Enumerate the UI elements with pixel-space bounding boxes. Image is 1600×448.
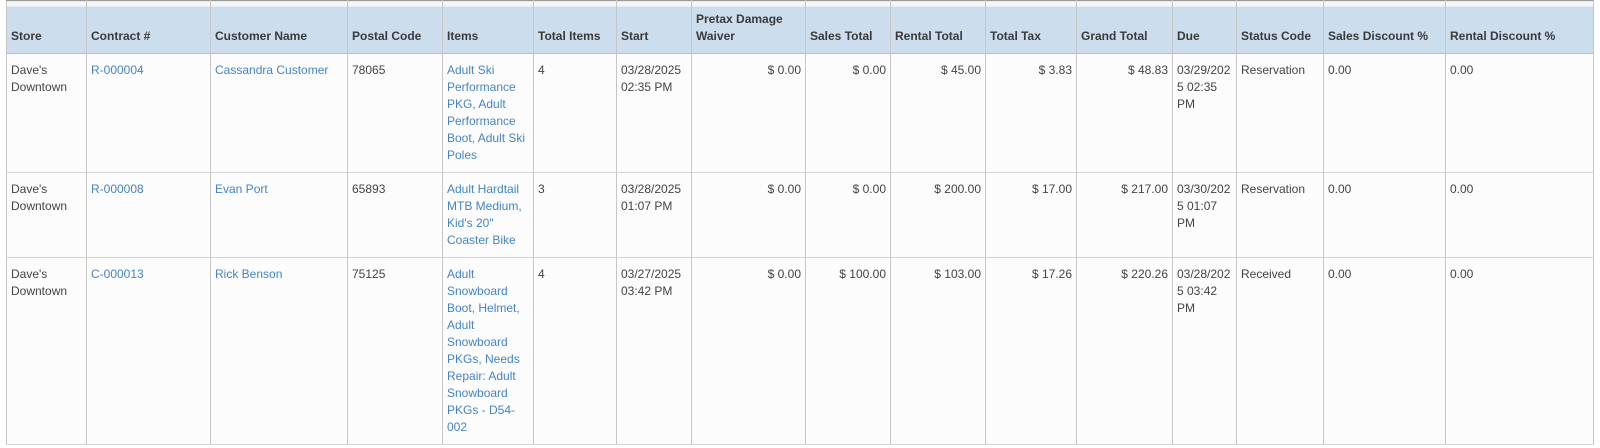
cell-rental-total: $ 45.00 [890,53,986,173]
customer-link[interactable]: Cassandra Customer [215,63,329,77]
contract-row: Dave's Downtown C-000013 Rick Benson 751… [6,257,1594,445]
cell-sales-discount: 0.00 [1323,257,1446,445]
cell-store: Dave's Downtown [6,257,87,445]
contract-link[interactable]: R-000008 [91,182,144,196]
col-header-grand-total[interactable]: Grand Total [1076,0,1173,54]
table-header: Store Contract # Customer Name Postal Co… [6,0,1594,54]
cell-due: 03/30/2025 01:07 PM [1172,172,1237,258]
cell-start: 03/27/2025 03:42 PM [616,257,692,445]
contract-link[interactable]: C-000013 [91,267,144,281]
contract-row: Dave's Downtown R-000008 Evan Port 65893… [6,172,1594,258]
cell-postal-code: 75125 [347,257,443,445]
customer-link[interactable]: Rick Benson [215,267,283,281]
header-row: Store Contract # Customer Name Postal Co… [6,0,1594,54]
col-header-total-tax[interactable]: Total Tax [985,0,1077,54]
cell-start: 03/28/2025 02:35 PM [616,53,692,173]
cell-pretax-damage-waiver: $ 0.00 [691,172,806,258]
cell-customer-name: Evan Port [210,172,348,258]
cell-items: Adult Ski Performance PKG, Adult Perform… [442,53,534,173]
cell-due: 03/29/2025 02:35 PM [1172,53,1237,173]
cell-start: 03/28/2025 01:07 PM [616,172,692,258]
contract-row: Dave's Downtown R-000004 Cassandra Custo… [6,53,1594,173]
cell-status-code: Reservation [1236,172,1324,258]
cell-due: 03/28/2025 03:42 PM [1172,257,1237,445]
cell-sales-discount: 0.00 [1323,172,1446,258]
cell-grand-total: $ 48.83 [1076,53,1173,173]
cell-sales-total: $ 0.00 [805,172,891,258]
col-header-contract[interactable]: Contract # [86,0,211,54]
cell-items: Adult Hardtail MTB Medium, Kid's 20" Coa… [442,172,534,258]
col-header-status-code[interactable]: Status Code [1236,0,1324,54]
col-header-store[interactable]: Store [6,0,87,54]
cell-rental-total: $ 200.00 [890,172,986,258]
col-header-postal-code[interactable]: Postal Code [347,0,443,54]
col-header-customer-name[interactable]: Customer Name [210,0,348,54]
col-header-rental-total[interactable]: Rental Total [890,0,986,54]
cell-total-items: 4 [533,257,617,445]
table-body: Dave's Downtown R-000004 Cassandra Custo… [6,53,1594,445]
cell-sales-total: $ 100.00 [805,257,891,445]
cell-store: Dave's Downtown [6,172,87,258]
contracts-table: Store Contract # Customer Name Postal Co… [6,0,1594,445]
cell-total-tax: $ 17.00 [985,172,1077,258]
col-header-pretax-damage-waiver[interactable]: Pretax Damage Waiver [691,0,806,54]
items-link[interactable]: Adult Snowboard Boot, Helmet, Adult Snow… [447,267,520,434]
cell-rental-discount: 0.00 [1445,172,1594,258]
col-header-total-items[interactable]: Total Items [533,0,617,54]
cell-total-tax: $ 17.26 [985,257,1077,445]
cell-postal-code: 78065 [347,53,443,173]
col-header-rental-discount[interactable]: Rental Discount % [1445,0,1594,54]
cell-rental-discount: 0.00 [1445,53,1594,173]
cell-contract: R-000004 [86,53,211,173]
cell-grand-total: $ 220.26 [1076,257,1173,445]
cell-total-items: 4 [533,53,617,173]
cell-rental-total: $ 103.00 [890,257,986,445]
cell-postal-code: 65893 [347,172,443,258]
cell-grand-total: $ 217.00 [1076,172,1173,258]
cell-status-code: Received [1236,257,1324,445]
items-link[interactable]: Adult Hardtail MTB Medium, Kid's 20" Coa… [447,182,522,247]
col-header-start[interactable]: Start [616,0,692,54]
cell-contract: C-000013 [86,257,211,445]
cell-status-code: Reservation [1236,53,1324,173]
col-header-sales-total[interactable]: Sales Total [805,0,891,54]
cell-total-tax: $ 3.83 [985,53,1077,173]
cell-customer-name: Cassandra Customer [210,53,348,173]
cell-pretax-damage-waiver: $ 0.00 [691,53,806,173]
cell-sales-discount: 0.00 [1323,53,1446,173]
contract-link[interactable]: R-000004 [91,63,144,77]
col-header-sales-discount[interactable]: Sales Discount % [1323,0,1446,54]
cell-customer-name: Rick Benson [210,257,348,445]
cell-sales-total: $ 0.00 [805,53,891,173]
col-header-items[interactable]: Items [442,0,534,54]
cell-total-items: 3 [533,172,617,258]
cell-pretax-damage-waiver: $ 0.00 [691,257,806,445]
cell-items: Adult Snowboard Boot, Helmet, Adult Snow… [442,257,534,445]
col-header-due[interactable]: Due [1172,0,1237,54]
contracts-grid-container: Store Contract # Customer Name Postal Co… [6,0,1594,445]
customer-link[interactable]: Evan Port [215,182,268,196]
cell-contract: R-000008 [86,172,211,258]
cell-rental-discount: 0.00 [1445,257,1594,445]
cell-store: Dave's Downtown [6,53,87,173]
items-link[interactable]: Adult Ski Performance PKG, Adult Perform… [447,63,526,162]
